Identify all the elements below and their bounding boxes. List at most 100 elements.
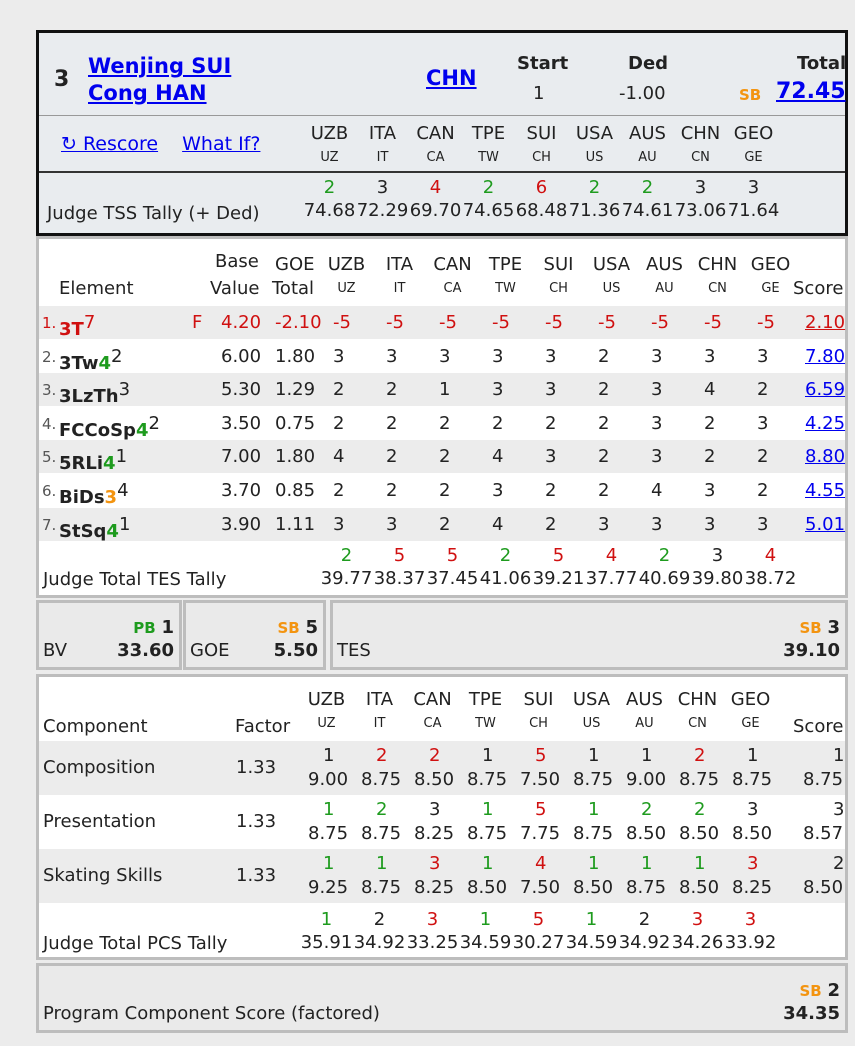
total-score-link[interactable]: 72.45 [776,79,846,104]
pcs-tally-row: 1 35.91 2 34.92 3 33.25 1 34.59 5 30.27 1 34.59 2 34.… [300,909,777,953]
judge-column: GEO GE [744,254,797,296]
judge-country: TPE [468,689,503,710]
judge-tally: 4 37.77 [585,545,638,589]
judge-mark: 2 [439,480,451,501]
element-score-link[interactable]: 4.25 [805,412,846,434]
judge-mark: -5 [598,312,616,333]
judge-tally-rank: 2 [641,177,654,198]
judge-tally: 6 68.48 [515,177,568,221]
judge-tally: 2 71.36 [568,177,621,221]
judge-mark: 8.75 [467,769,508,790]
judge-tally-rank: 1 [585,909,598,930]
judge-mark: 3 [492,379,504,401]
element-goe-total: 1.80 [275,446,316,468]
judge-column: UZB UZ [320,254,373,296]
element-score-link[interactable]: 8.80 [805,446,846,468]
bv-rank: PB 1 [133,617,174,638]
element-sequence: 1 [115,446,128,468]
element-sequence: 1 [118,513,131,535]
element-number: 4. [42,414,57,433]
judge-column: UZB UZ [300,689,353,731]
element-row: 6. BiDs34 3.70 0.85 2 2 2 3 2 2 4 3 2 4.55 [39,474,846,508]
element-score-link[interactable]: 7.80 [805,345,846,367]
judge-tally: 5 30.27 [512,909,565,953]
judge-tally-value: 39.77 [320,568,373,589]
judge-rank: 2 [694,799,706,820]
judge-tally-value: 34.59 [565,932,618,953]
judge-rank: 1 [376,853,388,874]
tes-tally-row: 2 39.77 5 38.37 5 37.45 2 41.06 5 39.21 4 37.77 2 40.… [320,545,797,589]
judge-tally-rank: 4 [764,545,777,566]
element-number: 5. [42,448,57,467]
judge-tally-rank: 3 [694,177,707,198]
judge-country-short: GE [744,150,763,165]
judge-column: GEO GE [724,689,777,731]
element-header: Element [59,278,134,299]
element-number: 6. [42,482,57,500]
skater-name-link-2[interactable]: Cong HAN [88,81,207,105]
element-score-link[interactable]: 4.55 [805,480,846,501]
judge-mark: 8.75 [679,769,720,790]
skater-summary-panel: 3 Wenjing SUI Cong HAN CHN Start 1 Ded -… [36,30,848,236]
judge-tally-value: 74.61 [621,200,674,221]
judge-mark: 3 [651,412,663,434]
nation-link[interactable]: CHN [426,66,477,90]
judge-column: TPE TW [479,254,532,296]
judge-mark: 3 [757,513,769,535]
element-score-link[interactable]: 2.10 [805,312,846,333]
judge-rank: 1 [482,745,494,766]
pcs-rank-value: 2 [827,980,840,1001]
judge-tally-rank: 2 [658,545,671,566]
component-row: Composition 1.33 1 9.00 2 8.75 2 8.50 1 8.75 5 7.50… [39,741,845,795]
judge-country-short: IT [376,150,389,165]
judge-mark: 2 [757,379,769,401]
judge-column: TPE TW [459,689,512,731]
judge-mark: -5 [545,312,563,333]
judge-mark: 2 [545,480,557,501]
element-score-link[interactable]: 5.01 [805,513,846,535]
bv-rank-value: 1 [161,617,174,638]
judge-tally-value: 39.80 [691,568,744,589]
component-name: Composition [43,757,156,778]
component-row: Presentation 1.33 1 8.75 2 8.75 3 8.25 1 8.75 5 7.7… [39,795,845,849]
tss-tally-label: Judge TSS Tally (+ Ded) [47,203,260,224]
judge-rank: 3 [747,799,759,820]
judge-country: CHN [677,689,718,710]
judge-tally: 5 37.45 [426,545,479,589]
whatif-link[interactable]: What If? [182,133,261,155]
judge-column: CAN CA [409,123,462,165]
pcs-score-rank: SB 2 [799,980,840,1001]
judge-rank: 3 [747,853,759,874]
judge-tally-rank: 1 [320,909,333,930]
bv-pb-badge: PB [133,619,156,637]
judge-tally-rank: 2 [373,909,386,930]
action-links: ↻ Rescore What If? [61,133,278,155]
element-row: 1. 3T7 F 4.20 -2.10 -5 -5 -5 -5 -5 -5 -5 -5 -5 2.10 [39,306,846,340]
judge-mark: 3 [386,345,398,367]
judge-header: UZB UZ ITA IT CAN CA TPE TW SUI CH USA US AUS AU CHN CN… [300,689,777,731]
element-number: 7. [42,515,57,534]
judge-tally: 3 72.29 [356,177,409,221]
judge-mark: 2 [386,446,398,468]
judge-mark: 3 [439,345,451,367]
judge-tally: 4 69.70 [409,177,462,221]
judge-country: UZB [310,123,349,144]
judge-country-short: UZ [320,150,339,165]
element-sequence: 3 [118,379,131,401]
element-score-link[interactable]: 6.59 [805,379,846,401]
element-sequence: 7 [83,312,96,333]
judge-tally: 3 39.80 [691,545,744,589]
rescore-link[interactable]: ↻ Rescore [61,133,159,155]
judge-tally-rank: 5 [393,545,406,566]
component-score: 8.50 [803,877,844,898]
judge-rank: 5 [535,745,547,766]
judge-country-short: UZ [317,716,336,731]
element-number: 3. [42,381,57,400]
judge-mark: 3 [545,446,557,468]
judge-country-short: US [582,716,601,731]
element-base-value: 4.20 [221,312,262,333]
element-base-value: 6.00 [221,345,262,367]
tes-tally-label: Judge Total TES Tally [43,569,227,590]
element-sequence: 2 [148,412,160,434]
skater-name-link-1[interactable]: Wenjing SUI [88,54,232,78]
